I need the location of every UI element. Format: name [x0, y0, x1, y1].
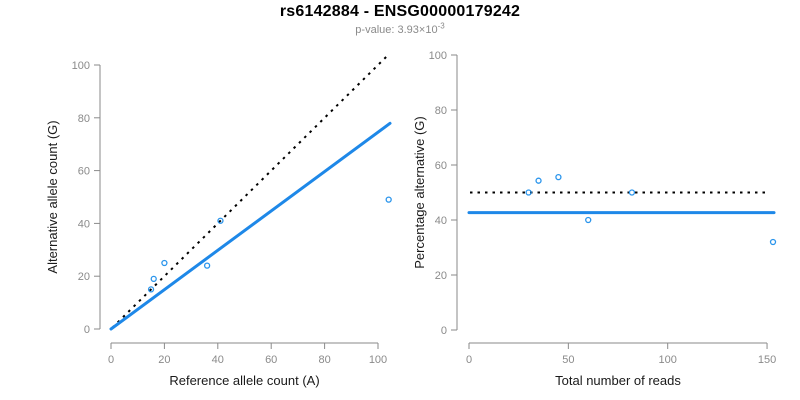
x-tick-label: 100: [369, 354, 387, 366]
data-point: [161, 259, 168, 267]
scatter-panel-1: 0 20 40 60 80 100 0 20 40 60 80 100 Reference allele…: [45, 53, 392, 388]
x-tick-label: 100: [659, 354, 677, 366]
x-tick-label: 0: [466, 354, 472, 366]
data-point: [147, 286, 155, 293]
data-point: [150, 275, 157, 282]
x-axis-title: Reference allele count (A): [169, 373, 319, 388]
x-axis-title: Total number of reads: [555, 373, 681, 388]
y-tick-label: 80: [78, 113, 90, 125]
pvalue-text: p-value: 3.93×10: [355, 24, 438, 36]
pvalue-exponent: -3: [437, 21, 445, 31]
figure-header: rs6142884 - ENSG00000179242 p-value: 3.9…: [0, 3, 800, 36]
y-tick-label: 60: [78, 166, 90, 178]
y-tick-label: 20: [435, 270, 447, 282]
data-point: [203, 262, 211, 269]
y-tick-label: 40: [78, 218, 90, 230]
fit-line: [109, 121, 392, 331]
x-tick-label: 60: [265, 354, 277, 366]
y-tick-label: 20: [78, 271, 90, 283]
x-tick-label: 20: [158, 354, 170, 366]
data-point: [217, 217, 224, 224]
y-axis-title: Percentage alternative (G): [412, 116, 427, 268]
x-tick-label: 0: [108, 354, 114, 366]
data-point: [535, 177, 542, 184]
data-point: [585, 216, 592, 224]
identity-line: [111, 53, 390, 329]
y-tick-label: 100: [72, 60, 90, 72]
figure-title: rs6142884 - ENSG00000179242: [279, 3, 521, 20]
y-tick-label: 80: [435, 105, 447, 117]
data-point: [525, 189, 532, 196]
x-tick-label: 50: [562, 354, 574, 366]
figure-subtitle: p-value: 3.93×10-3: [0, 21, 800, 36]
y-tick-label: 40: [435, 215, 447, 227]
x-tick-label: 80: [318, 354, 330, 366]
y-tick-label: 0: [441, 325, 447, 337]
data-point: [385, 196, 392, 203]
y-tick-label: 100: [429, 50, 447, 62]
data-point: [555, 173, 562, 181]
x-tick-label: 40: [212, 354, 224, 366]
data-point: [628, 189, 636, 196]
x-tick-label: 150: [758, 354, 776, 366]
y-tick-label: 0: [84, 324, 90, 336]
data-point: [769, 238, 777, 246]
scatter-panel-2: 0 20 40 60 80 100 0 50 100 150 Total number of rea…: [412, 50, 776, 388]
y-axis-title: Alternative allele count (G): [45, 120, 60, 273]
y-tick-label: 60: [435, 160, 447, 172]
